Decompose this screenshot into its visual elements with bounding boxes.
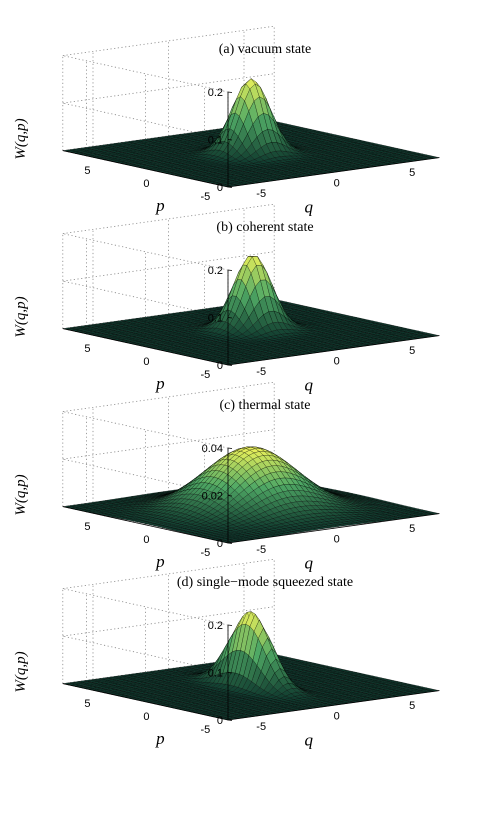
z-axis-label: W(q,p) <box>13 118 29 159</box>
q-axis-label: q <box>304 197 313 216</box>
z-tick-label: 0.1 <box>208 313 223 325</box>
p-tick-label: 5 <box>84 165 90 177</box>
z-tick-mark <box>227 139 233 141</box>
z-tick-mark <box>227 91 233 93</box>
surface <box>62 255 440 366</box>
p-tick-label: 0 <box>143 534 149 546</box>
q-tick-label: 0 <box>334 533 340 545</box>
panel-d: (d) single−mode squeezed state00.10.2W(q… <box>13 558 440 749</box>
z-axis-label: W(q,p) <box>13 296 29 337</box>
p-tick-label: 5 <box>84 343 90 355</box>
p-tick-label: -5 <box>201 191 211 203</box>
q-tick-label: 5 <box>409 167 415 179</box>
z-tick-label: 0.2 <box>208 265 223 277</box>
z-axis-label: W(q,p) <box>13 474 29 515</box>
z-axis: 0 0.1 0.2 <box>208 87 233 194</box>
panel-title: (a) vacuum state <box>219 42 312 57</box>
q-tick-label: -5 <box>256 188 266 200</box>
q-tick-label: 5 <box>409 345 415 357</box>
p-axis: -5 0 5 <box>62 150 229 203</box>
z-tick-mark <box>227 269 233 271</box>
p-axis-label: p <box>155 552 165 571</box>
z-tick-label: 0 <box>217 182 223 194</box>
q-axis: -5 0 5 <box>227 157 440 200</box>
q-tick-label: 0 <box>334 177 340 189</box>
q-axis-label: q <box>304 553 313 572</box>
z-tick-mark <box>227 447 233 449</box>
p-axis-label: p <box>155 374 165 393</box>
p-axis-label: p <box>155 196 165 215</box>
panel-a: (a) vacuum state 0 0.1 0.2 W(q,p) -5 0 5 p -5 0 5 q <box>13 25 440 216</box>
z-tick-label: 0.1 <box>208 135 223 147</box>
z-tick-mark <box>227 495 233 497</box>
q-tick-label: -5 <box>256 544 266 556</box>
z-tick-label: 0.02 <box>202 491 223 503</box>
panel-b: (b) coherent state 0 0.1 0.2 W(q,p) -5 0 5 p -5 0 5… <box>13 203 440 394</box>
p-tick-label: 0 <box>143 178 149 190</box>
z-tick-mark <box>227 317 233 319</box>
q-tick-label: 0 <box>334 355 340 367</box>
panel-c: (c) thermal state 0 0.02 0.04 W(q,p) -5 0 5 p -5 0… <box>13 381 440 572</box>
surface <box>62 78 440 188</box>
z-tick-label: 0.04 <box>202 443 223 455</box>
panel-title: (b) coherent state <box>216 220 313 235</box>
q-tick-label: 5 <box>409 523 415 535</box>
panel-title: (c) thermal state <box>220 398 311 413</box>
p-tick-label: -5 <box>201 547 211 559</box>
q-tick-label: -5 <box>256 366 266 378</box>
p-tick-label: -5 <box>201 369 211 381</box>
p-tick-label: 5 <box>84 521 90 533</box>
z-tick-label: 0 <box>217 538 223 550</box>
z-tick-label: 0.2 <box>208 87 223 99</box>
surface <box>62 446 440 544</box>
p-tick-label: 0 <box>143 356 149 368</box>
z-tick-label: 0 <box>217 360 223 372</box>
q-axis-label: q <box>304 375 313 394</box>
surface <box>62 611 440 721</box>
